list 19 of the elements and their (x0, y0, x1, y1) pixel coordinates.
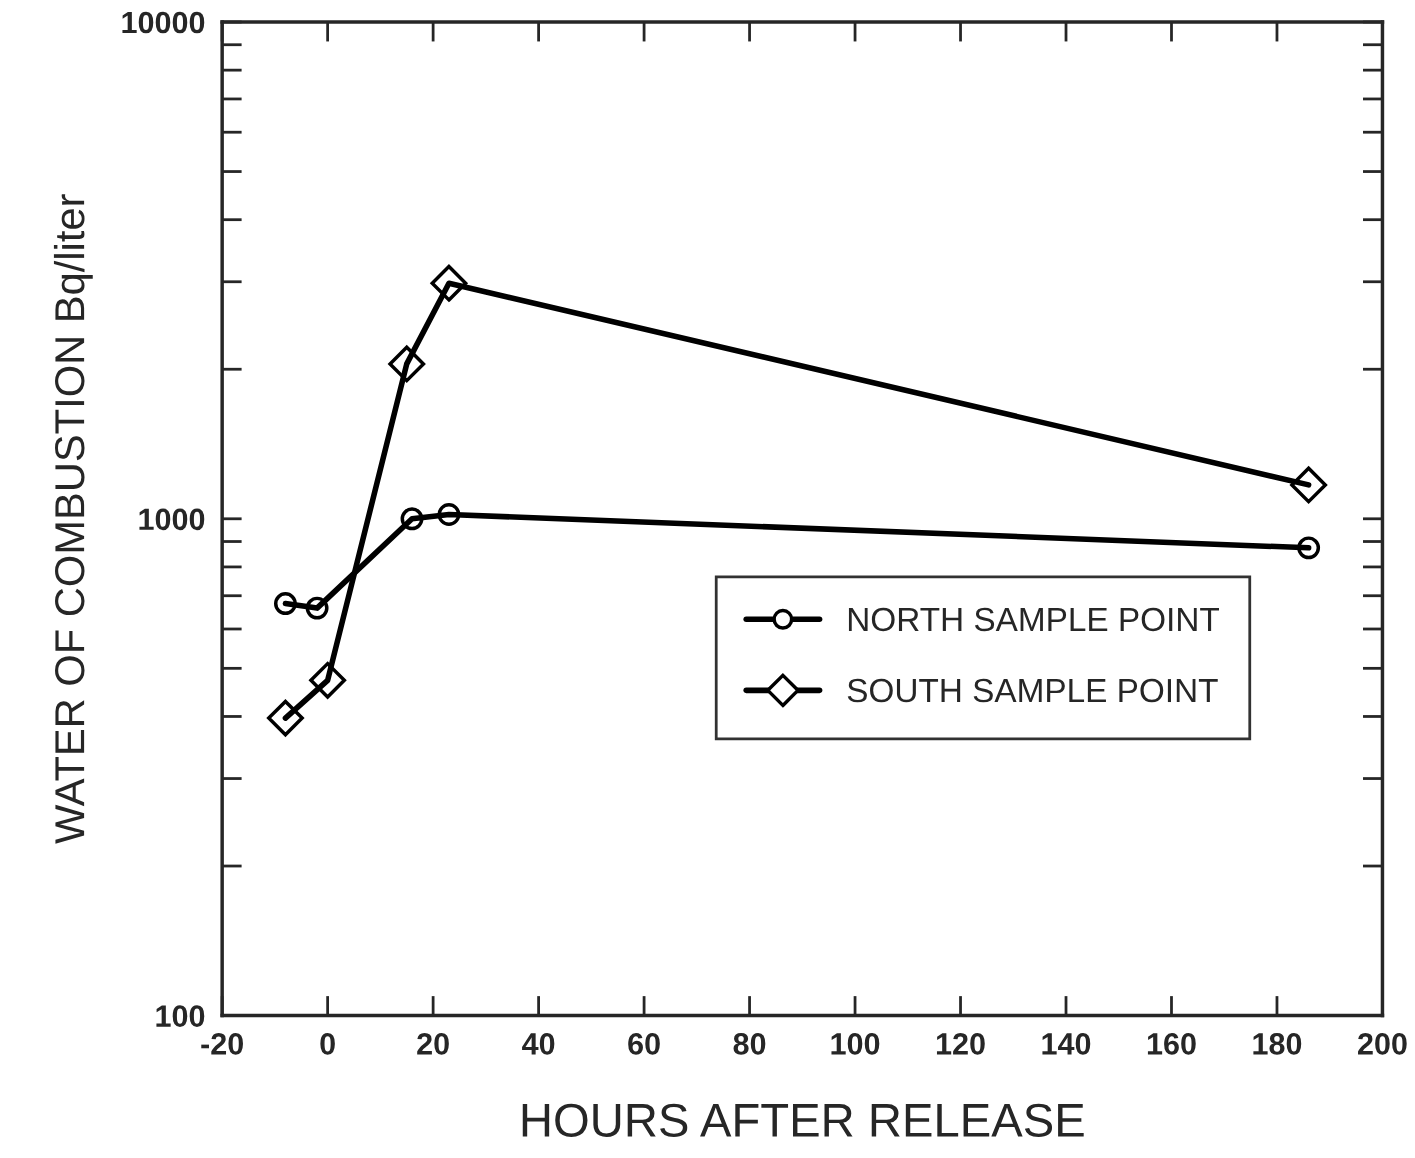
y-tick-label: 10000 (122, 11, 205, 34)
x-tick-label: -20 (201, 1033, 243, 1055)
x-tick-label: 180 (1253, 1033, 1302, 1055)
x-tick-label: 200 (1358, 1033, 1407, 1055)
y-tick-label: 100 (156, 1005, 205, 1027)
x-tick-label: 60 (628, 1033, 660, 1055)
x-tick-label: 160 (1147, 1033, 1196, 1055)
y-tick-label: 1000 (139, 508, 205, 531)
y-axis-title: WATER OF COMBUSTION Bq/liter (53, 194, 93, 844)
x-tick-label: 0 (320, 1033, 335, 1055)
x-tick-label: 20 (417, 1033, 449, 1055)
x-tick-label: 140 (1042, 1033, 1091, 1055)
legend-label: NORTH SAMPLE POINT (848, 607, 1219, 632)
x-tick-label: 40 (522, 1033, 555, 1055)
x-tick-label: 100 (831, 1033, 880, 1055)
x-tick-label: 80 (733, 1033, 766, 1055)
legend-label: SOUTH SAMPLE POINT (847, 678, 1218, 703)
x-axis-title: HOURS AFTER RELEASE (522, 1103, 1084, 1138)
x-tick-label: 120 (936, 1033, 985, 1055)
